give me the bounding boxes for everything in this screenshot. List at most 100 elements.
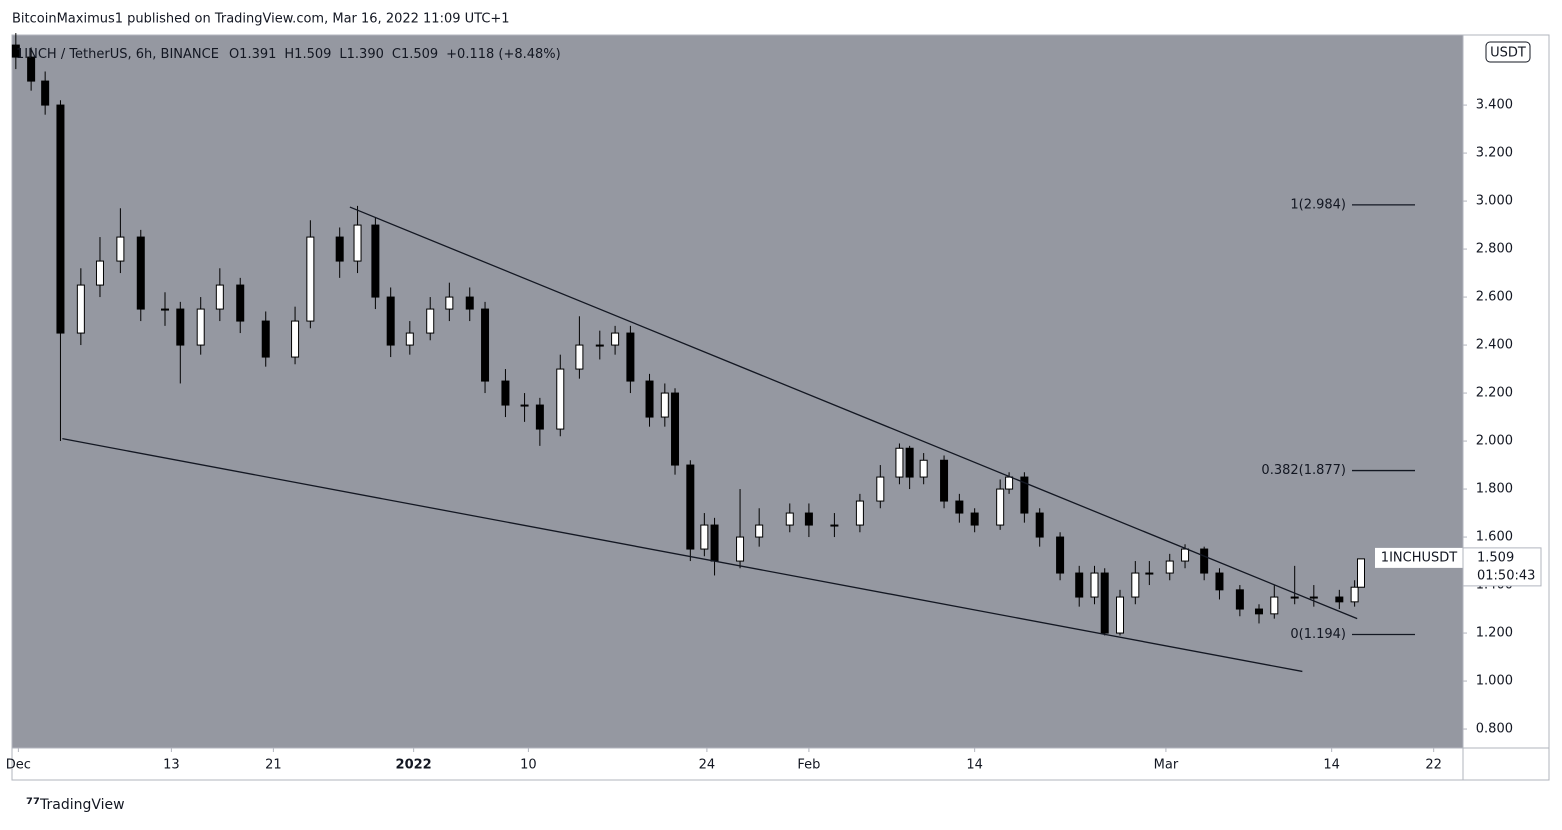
candle-body bbox=[940, 459, 949, 502]
candle-body bbox=[830, 524, 839, 527]
y-tick-label: 1.200 bbox=[1476, 626, 1513, 641]
candle-body bbox=[1020, 476, 1029, 514]
candle-body bbox=[1145, 572, 1154, 575]
candle-body bbox=[1005, 476, 1014, 490]
publish-header: BitcoinMaximus1 published on TradingView… bbox=[12, 12, 510, 27]
trendline bbox=[62, 438, 1303, 673]
candle-body bbox=[161, 308, 170, 311]
trendline bbox=[349, 206, 1358, 620]
candle-body bbox=[116, 236, 125, 262]
candle-body bbox=[41, 80, 50, 106]
candle-body bbox=[236, 284, 245, 322]
candle-body bbox=[1116, 596, 1125, 634]
candle-body bbox=[686, 464, 695, 550]
legend: 1INCH / TetherUS, 6h, BINANCE O1.391 H1.50… bbox=[16, 47, 561, 62]
y-tick-label: 2.600 bbox=[1476, 290, 1513, 305]
candle-body bbox=[1290, 596, 1299, 599]
candle-body bbox=[660, 392, 669, 418]
candle-body bbox=[1350, 586, 1359, 603]
candle-body bbox=[611, 332, 620, 346]
legend-symbol: 1INCH / TetherUS, 6h, BINANCE bbox=[16, 47, 219, 62]
candle-body bbox=[426, 308, 435, 334]
legend-key: O bbox=[229, 47, 239, 62]
candle-body bbox=[575, 344, 584, 370]
symbol-label-box bbox=[1375, 547, 1463, 568]
footer-brand: TradingView bbox=[39, 797, 125, 813]
candle-body bbox=[905, 447, 914, 478]
candle-body bbox=[700, 524, 709, 550]
candle-body bbox=[1056, 536, 1065, 574]
candle-body bbox=[895, 447, 904, 478]
candle-body bbox=[1215, 572, 1224, 591]
candle-body bbox=[556, 368, 565, 430]
candle-body bbox=[1335, 596, 1344, 603]
plot-area bbox=[12, 35, 1463, 748]
candle-body bbox=[804, 512, 813, 526]
candle-body bbox=[1181, 548, 1190, 562]
legend-key: H bbox=[284, 47, 294, 62]
candle-body bbox=[306, 236, 315, 322]
candle-body bbox=[95, 260, 104, 286]
x-tick-label: Mar bbox=[1154, 758, 1179, 773]
x-tick-label: 2022 bbox=[396, 758, 432, 773]
y-tick-label: 2.200 bbox=[1476, 386, 1513, 401]
legend-value: 1.509 bbox=[294, 47, 331, 62]
y-tick-label: 3.000 bbox=[1476, 194, 1513, 209]
candle-body bbox=[919, 459, 928, 478]
candle-body bbox=[671, 392, 680, 466]
currency: USDT bbox=[1490, 46, 1526, 61]
candle-body bbox=[56, 104, 65, 334]
candle-body bbox=[215, 284, 224, 310]
currency-box bbox=[1485, 41, 1531, 63]
candle-body bbox=[1131, 572, 1140, 598]
candle-body bbox=[955, 500, 964, 514]
candle-body bbox=[535, 404, 544, 430]
candle-body bbox=[1090, 572, 1099, 598]
candle-body bbox=[386, 296, 395, 346]
y-tick-label: 2.000 bbox=[1476, 434, 1513, 449]
candle-body bbox=[445, 296, 454, 310]
candle-body bbox=[1309, 596, 1318, 599]
legend-value: 1.391 bbox=[239, 47, 276, 62]
candle-body bbox=[710, 524, 719, 562]
fib-label: 0.382(1.877) bbox=[1261, 463, 1346, 478]
x-tick-label: 21 bbox=[265, 758, 282, 773]
y-tick-label: 1.600 bbox=[1476, 530, 1513, 545]
candle-body bbox=[1035, 512, 1044, 538]
legend-key: C bbox=[392, 47, 401, 62]
y-tick-label: 2.800 bbox=[1476, 242, 1513, 257]
candle-body bbox=[785, 512, 794, 526]
symbol-label: 1INCHUSDT bbox=[1381, 550, 1457, 565]
candle-body bbox=[1270, 596, 1279, 615]
price-label-box bbox=[1462, 547, 1542, 587]
fib-label: 1(2.984) bbox=[1290, 197, 1346, 212]
candle-body bbox=[371, 224, 380, 298]
candle-body bbox=[855, 500, 864, 526]
candle-body bbox=[736, 536, 745, 562]
candle-body bbox=[176, 308, 185, 346]
candle-body bbox=[261, 320, 270, 358]
x-tick-label: 10 bbox=[520, 758, 537, 773]
candle-body bbox=[1100, 572, 1109, 634]
candle-body bbox=[11, 44, 20, 58]
y-tick-label: 3.200 bbox=[1476, 146, 1513, 161]
legend-value: 1.509 bbox=[401, 47, 438, 62]
logo-mark: ⁷⁷ bbox=[26, 795, 40, 814]
candle-body bbox=[465, 296, 474, 310]
candle-body bbox=[755, 524, 764, 538]
y-tick-label: 1.800 bbox=[1476, 482, 1513, 497]
chart-frame bbox=[11, 34, 1550, 781]
candle-body bbox=[196, 308, 205, 346]
candle-body bbox=[876, 476, 885, 502]
candle-body bbox=[970, 512, 979, 526]
candle-body bbox=[520, 404, 529, 407]
candle-body bbox=[405, 332, 414, 346]
x-tick-label: 22 bbox=[1425, 758, 1442, 773]
candle-body bbox=[335, 236, 344, 262]
candle-body bbox=[595, 344, 604, 347]
candle-body bbox=[481, 308, 490, 382]
candle-body bbox=[1200, 548, 1209, 574]
candle-body bbox=[27, 56, 36, 82]
candle-body bbox=[76, 284, 85, 334]
